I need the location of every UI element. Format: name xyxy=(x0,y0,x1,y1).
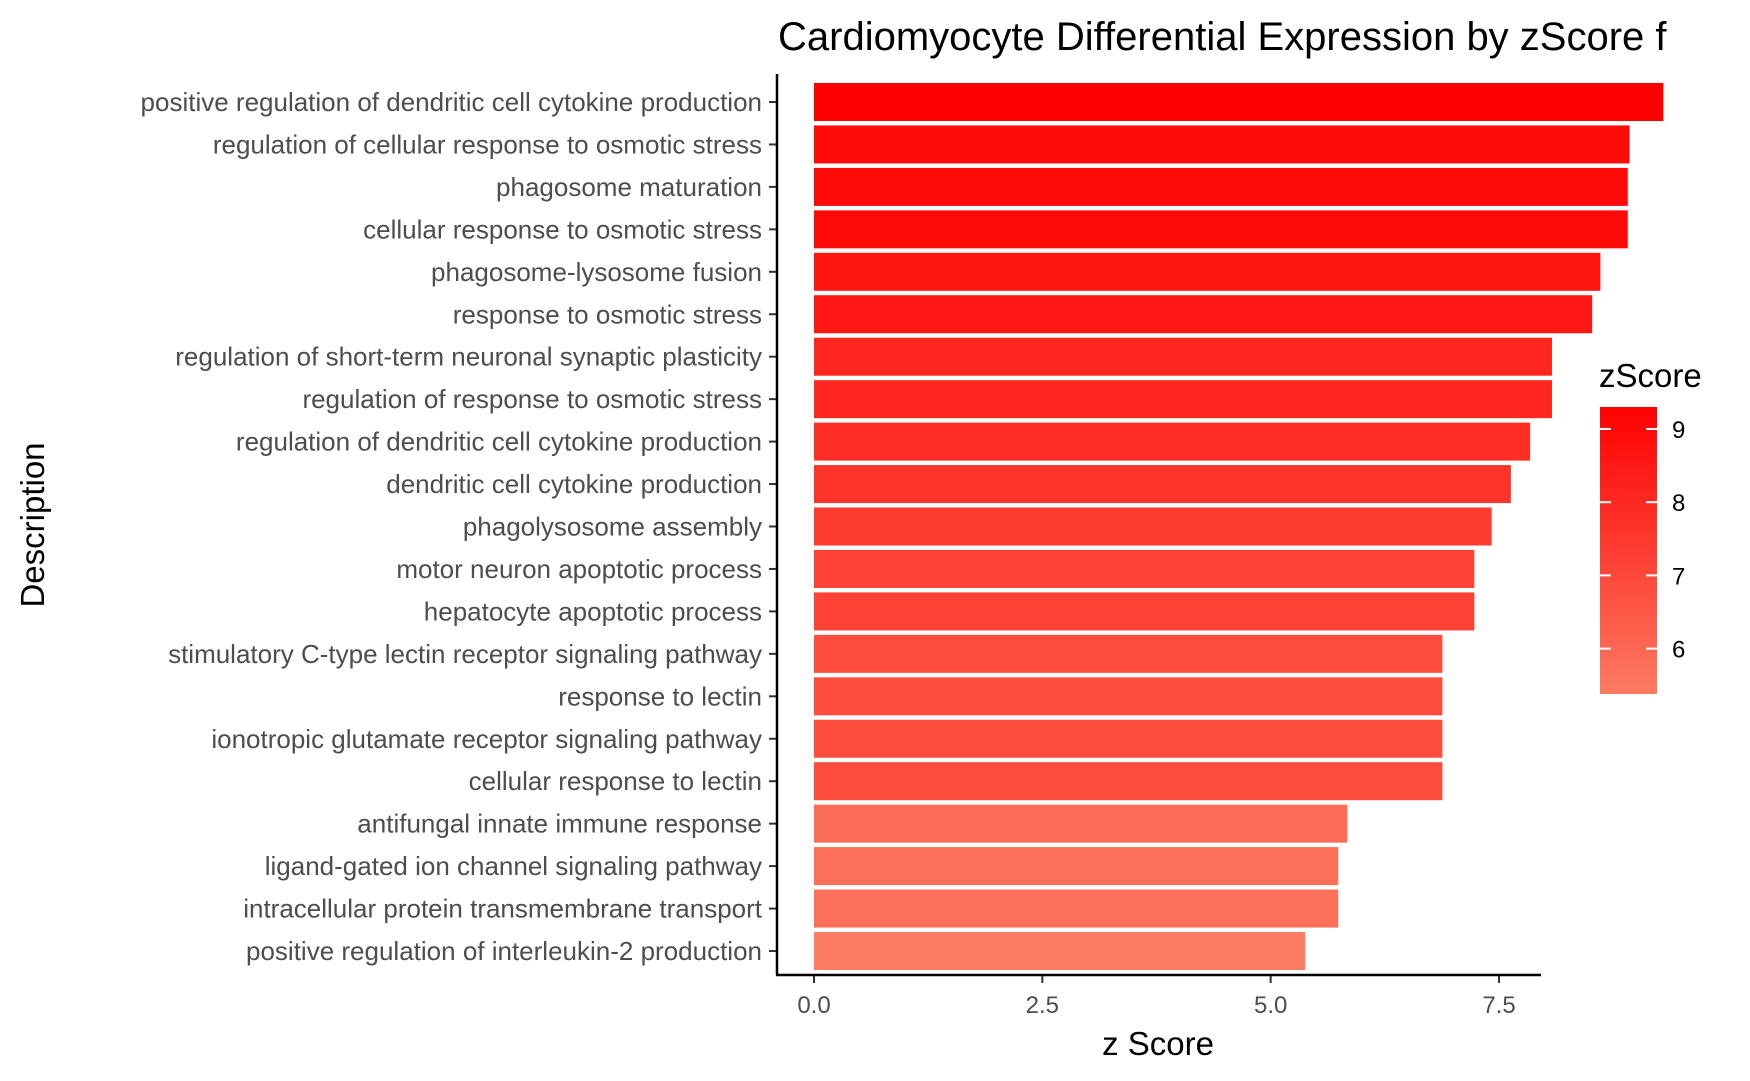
bar xyxy=(814,125,1630,164)
bar xyxy=(814,847,1339,886)
category-label: stimulatory C-type lectin receptor signa… xyxy=(168,639,762,669)
category-label: motor neuron apoptotic process xyxy=(396,554,762,584)
bar xyxy=(814,932,1306,970)
bar xyxy=(814,380,1552,419)
bar xyxy=(814,592,1475,631)
category-label: antifungal innate immune response xyxy=(357,809,762,839)
legend-title: zScore xyxy=(1599,357,1702,394)
bar xyxy=(814,549,1475,588)
category-label: regulation of short-term neuronal synapt… xyxy=(175,342,762,372)
bar xyxy=(814,677,1443,716)
x-tick-label: 2.5 xyxy=(1026,992,1059,1019)
bar xyxy=(814,889,1339,928)
category-label: cellular response to lectin xyxy=(469,766,762,796)
bar xyxy=(814,634,1443,673)
category-label: phagosome-lysosome fusion xyxy=(431,257,762,287)
legend-tick-label: 8 xyxy=(1672,490,1685,517)
bar xyxy=(814,422,1531,461)
bar xyxy=(814,465,1511,504)
x-tick-label: 7.5 xyxy=(1482,992,1515,1019)
bar xyxy=(814,507,1492,546)
legend-tick-label: 9 xyxy=(1672,417,1685,444)
legend-colorbar xyxy=(1600,407,1657,694)
bar xyxy=(814,719,1443,758)
bar xyxy=(814,295,1593,334)
legend: zScore 6 7 8 9 xyxy=(1599,357,1702,694)
category-label: response to lectin xyxy=(558,681,762,711)
bar xyxy=(814,210,1628,249)
legend-ticks: 6 7 8 9 xyxy=(1600,417,1685,664)
x-tick-label: 0.0 xyxy=(797,992,830,1019)
x-tick-label: 5.0 xyxy=(1254,992,1287,1019)
category-label: hepatocyte apoptotic process xyxy=(424,596,762,626)
bar xyxy=(814,337,1552,376)
legend-tick-label: 6 xyxy=(1672,637,1685,664)
bars xyxy=(814,83,1664,970)
bar xyxy=(814,804,1348,843)
chart-title: Cardiomyocyte Differential Expression by… xyxy=(778,15,1667,59)
category-label: regulation of dendritic cell cytokine pr… xyxy=(236,427,762,457)
category-label: positive regulation of dendritic cell cy… xyxy=(141,87,762,117)
category-labels: positive regulation of dendritic cell cy… xyxy=(141,87,763,966)
category-label: cellular response to osmotic stress xyxy=(363,214,762,244)
category-label: ligand-gated ion channel signaling pathw… xyxy=(265,851,762,881)
y-axis-ticks xyxy=(769,101,777,952)
category-label: ionotropic glutamate receptor signaling … xyxy=(211,724,762,754)
category-label: regulation of response to osmotic stress xyxy=(302,384,762,414)
category-label: regulation of cellular response to osmot… xyxy=(213,129,762,159)
x-axis-ticks: 0.0 2.5 5.0 7.5 xyxy=(797,975,1516,1019)
category-label: phagosome maturation xyxy=(496,172,762,202)
category-label: dendritic cell cytokine production xyxy=(386,469,762,499)
category-label: intracellular protein transmembrane tran… xyxy=(243,894,763,924)
category-label: response to osmotic stress xyxy=(453,299,762,329)
category-label: phagolysosome assembly xyxy=(463,512,762,542)
y-axis-title: Description xyxy=(14,442,51,607)
bar xyxy=(814,83,1664,121)
legend-tick-label: 7 xyxy=(1672,563,1685,590)
x-axis-title: z Score xyxy=(1102,1025,1214,1062)
bar xyxy=(814,252,1601,291)
bar xyxy=(814,167,1628,206)
category-label: positive regulation of interleukin-2 pro… xyxy=(246,936,762,966)
bar xyxy=(814,762,1443,801)
